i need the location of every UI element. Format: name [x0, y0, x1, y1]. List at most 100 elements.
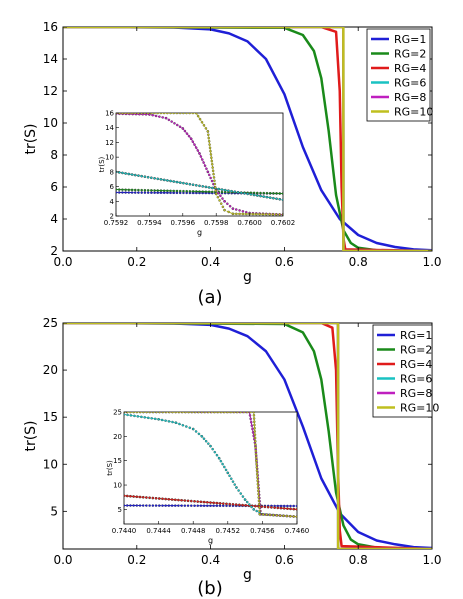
inset-marker — [278, 192, 282, 195]
inset-marker — [145, 412, 148, 414]
inset-marker — [258, 212, 261, 216]
inset-marker — [187, 134, 191, 138]
inset-marker — [253, 420, 256, 423]
inset-x-tick-label: 0.7596 — [171, 219, 196, 227]
inset-marker — [121, 113, 124, 115]
inset-series-group — [116, 113, 283, 216]
inset-marker — [127, 113, 131, 115]
inset-marker — [286, 504, 289, 508]
inset-marker — [183, 129, 187, 133]
inset-marker — [228, 502, 231, 506]
inset-marker — [194, 113, 198, 115]
inset-marker — [207, 133, 210, 136]
inset-marker — [166, 113, 169, 115]
inset-marker — [140, 188, 143, 192]
inset-marker — [121, 171, 124, 175]
inset-marker — [137, 174, 140, 177]
inset-marker — [136, 415, 140, 418]
inset-marker — [134, 188, 137, 192]
y-tick-label: 14 — [43, 52, 58, 66]
inset-marker — [258, 513, 262, 516]
y-axis-label: tr(S) — [23, 420, 39, 451]
inset-marker — [265, 213, 268, 216]
inset-marker — [132, 504, 135, 507]
inset-marker — [255, 462, 258, 466]
inset-marker — [217, 187, 221, 191]
inset-marker — [272, 192, 275, 195]
inset-marker — [201, 158, 204, 161]
inset-marker — [174, 421, 178, 424]
inset-marker — [127, 188, 131, 192]
inset-marker — [129, 495, 132, 498]
inset-marker — [133, 113, 137, 115]
inset-marker — [126, 413, 129, 417]
inset-marker — [140, 415, 143, 419]
inset-marker — [241, 210, 245, 213]
inset-marker — [209, 153, 213, 156]
inset-marker — [295, 515, 297, 518]
inset-marker — [217, 457, 221, 460]
inset-marker — [199, 155, 203, 158]
inset-marker — [178, 422, 181, 426]
inset-marker — [162, 189, 166, 192]
inset-marker — [191, 140, 195, 143]
series-group — [63, 323, 432, 549]
legend-entry: RG=8 — [400, 387, 432, 400]
inset-marker — [234, 212, 238, 216]
inset-marker — [135, 504, 139, 507]
inset-marker — [245, 212, 248, 216]
inset-marker — [170, 498, 174, 501]
inset-marker — [234, 503, 238, 506]
inset-frame — [115, 112, 284, 217]
inset-marker — [261, 513, 265, 516]
inset-y-tick-label: 2 — [110, 213, 114, 221]
inset-marker — [254, 504, 257, 508]
inset-marker — [153, 189, 156, 192]
y-tick-label: 25 — [43, 316, 58, 330]
inset-marker — [203, 412, 207, 414]
inset-marker — [167, 118, 171, 122]
inset-marker — [268, 213, 271, 216]
inset-marker — [150, 191, 153, 194]
inset-marker — [157, 504, 161, 507]
legend: RG=1 RG=2RG=4 RG=6RG=8 RG=10 — [372, 324, 439, 418]
inset-marker — [288, 515, 292, 518]
inset-marker — [222, 504, 225, 508]
inset-y-tick-label: 20 — [113, 433, 122, 441]
inset-marker — [125, 504, 129, 507]
inset-marker — [174, 498, 177, 502]
inset-marker — [197, 412, 200, 414]
inset-marker — [188, 182, 192, 186]
panel-label: (b) — [197, 578, 222, 599]
x-tick-label: 0.6 — [275, 255, 294, 269]
inset-marker — [253, 426, 256, 430]
legend-entry: RG=4 — [400, 358, 432, 371]
inset-marker — [236, 191, 240, 194]
x-tick-label: 0.0 — [53, 255, 72, 269]
inset-marker — [218, 504, 222, 508]
inset-marker — [278, 514, 282, 517]
inset-marker — [207, 186, 211, 189]
inset-marker — [166, 189, 169, 193]
inset-marker — [164, 419, 167, 422]
inset-marker — [169, 179, 172, 183]
inset-marker — [178, 181, 182, 184]
inset-marker — [140, 113, 143, 115]
inset-marker — [129, 504, 132, 507]
inset-marker — [137, 113, 140, 115]
inset-marker — [250, 424, 254, 427]
inset-marker — [182, 113, 185, 115]
inset-marker — [254, 456, 258, 459]
inset-marker — [132, 495, 135, 498]
inset-marker — [253, 436, 257, 440]
inset-x-tick-label: 0.7452 — [216, 527, 241, 535]
inset-marker — [196, 500, 199, 503]
inset-marker — [214, 189, 218, 192]
inset-marker — [254, 449, 258, 453]
inset-marker — [209, 501, 212, 504]
inset-marker — [164, 412, 168, 414]
inset-marker — [249, 193, 253, 196]
inset-marker — [146, 113, 150, 115]
inset-marker — [261, 212, 265, 216]
